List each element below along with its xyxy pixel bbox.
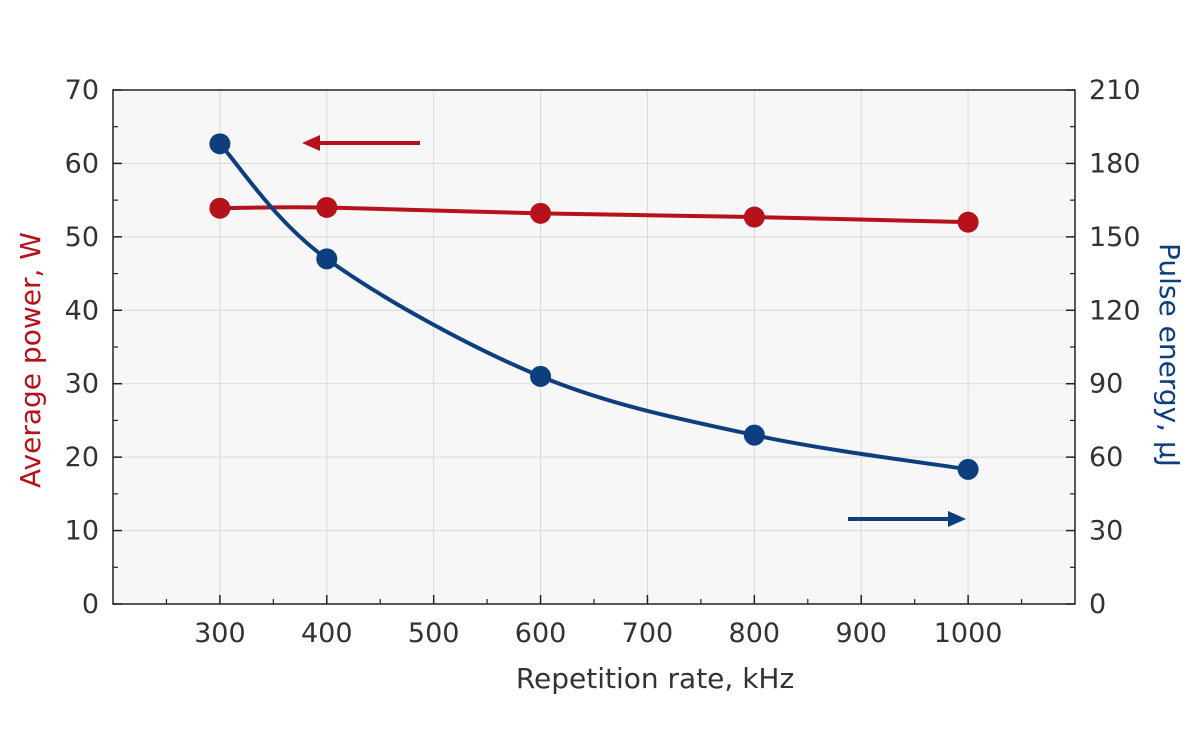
y-right-tick-label: 0 [1089,589,1106,620]
pulse-energy-point [530,365,552,387]
y-left-tick-label: 10 [65,516,99,547]
right-axis-title: Pulse energy, μJ [1153,243,1186,467]
average-power-point [957,211,979,233]
arrow-left-annotation [302,135,420,151]
y-left-tick-label: 20 [65,442,99,473]
average-power-point [209,197,231,219]
average-power-point [743,206,765,228]
y-right-tick-label: 90 [1089,369,1123,400]
ticks [113,89,1075,605]
y-right-tick-label: 120 [1089,295,1141,326]
x-tick-label: 700 [622,618,674,649]
y-left-tick-label: 0 [82,589,99,620]
pulse-energy-point [743,424,765,446]
average-power-line [219,205,969,225]
x-axis-title: Repetition rate, kHz [516,662,794,695]
y-left-tick-label: 50 [65,222,99,253]
y-right-tick-label: 150 [1089,222,1141,253]
pulse-energy-point [209,133,231,155]
x-tick-label: 500 [408,618,460,649]
x-tick-label: 800 [729,618,781,649]
y-left-tick-label: 40 [65,295,99,326]
pulse-energy-point [316,248,338,270]
average-power-point [530,202,552,224]
y-left-tick-label: 30 [65,369,99,400]
y-right-tick-label: 180 [1089,148,1141,179]
arrow-right-annotation [848,511,966,527]
y-left-tick-label: 70 [65,75,99,106]
y-right-tick-label: 30 [1089,516,1123,547]
plot-area [113,90,1075,604]
series-points [209,133,979,480]
average-power-point [316,196,338,218]
x-tick-label: 400 [301,618,353,649]
grid [113,90,1075,604]
y-right-tick-label: 60 [1089,442,1123,473]
x-tick-label: 600 [515,618,567,649]
pulse-energy-point [957,458,979,480]
y-left-tick-label: 60 [65,148,99,179]
x-tick-label: 300 [194,618,246,649]
left-axis-title: Average power, W [14,232,47,488]
y-right-tick-label: 210 [1089,75,1141,106]
tick-labels: 300 400 500 600 700 800 900 1000010203040506070… [65,75,1141,649]
x-tick-label: 1000 [934,618,1003,649]
x-tick-label: 900 [835,618,887,649]
